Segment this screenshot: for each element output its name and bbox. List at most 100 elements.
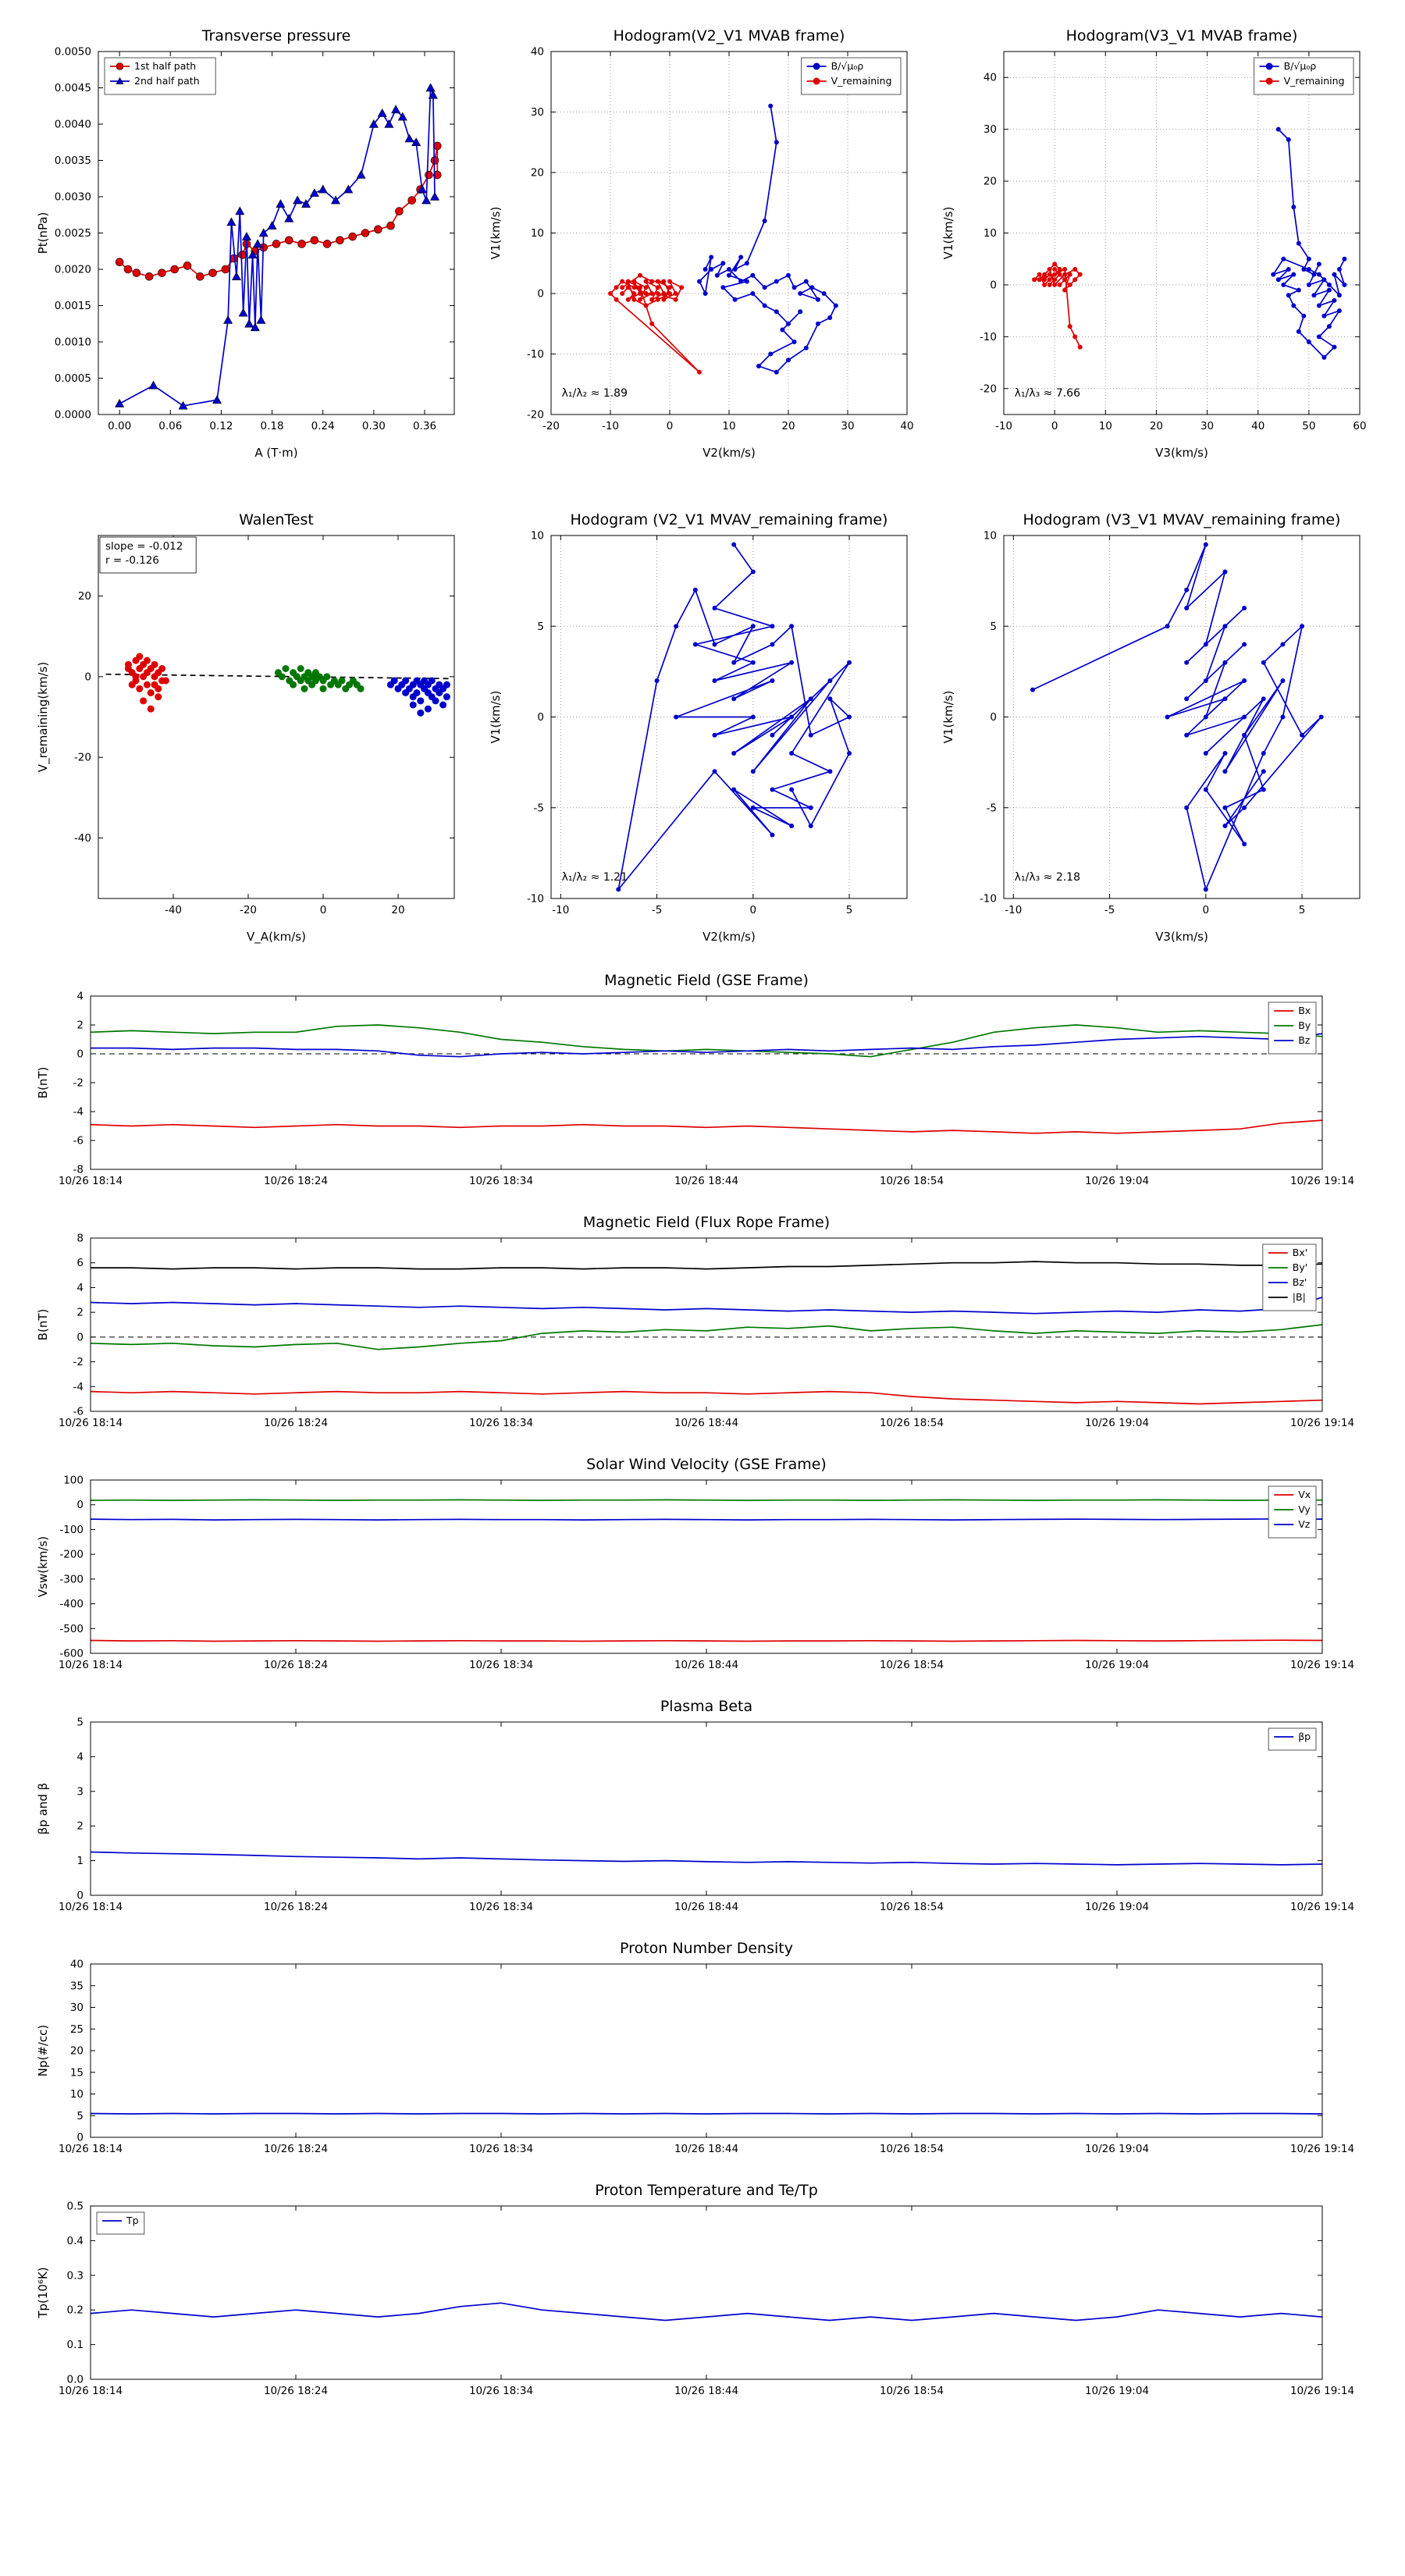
svg-text:10/26 18:54: 10/26 18:54: [880, 2143, 944, 2155]
svg-text:10/26 18:34: 10/26 18:34: [469, 2143, 533, 2155]
svg-text:0.0005: 0.0005: [55, 372, 91, 385]
svg-text:-10: -10: [1005, 904, 1022, 916]
svg-text:10/26 18:54: 10/26 18:54: [880, 1175, 944, 1187]
svg-text:10: 10: [1099, 420, 1112, 432]
svg-text:1: 1: [76, 1855, 84, 1867]
svg-text:60: 60: [1353, 420, 1366, 432]
svg-text:10/26 18:14: 10/26 18:14: [59, 1659, 123, 1671]
svg-text:10: 10: [531, 227, 544, 240]
svg-text:10/26 18:44: 10/26 18:44: [674, 1901, 738, 1913]
svg-text:βp: βp: [1298, 1731, 1311, 1742]
svg-text:0.0020: 0.0020: [55, 264, 91, 276]
svg-text:-10: -10: [602, 420, 619, 432]
svg-text:-10: -10: [527, 348, 544, 361]
svg-text:4: 4: [76, 1751, 84, 1763]
chart-transverse-pressure: 0.00 0.06 0.12 0.18 0.24 0.30 0.36 0.0000 0.0005…: [31, 16, 468, 464]
svg-text:2: 2: [76, 1019, 84, 1032]
svg-text:10/26 19:04: 10/26 19:04: [1085, 2143, 1149, 2155]
svg-text:10: 10: [531, 530, 544, 543]
svg-text:5: 5: [1299, 904, 1306, 916]
svg-text:5: 5: [537, 621, 544, 633]
svg-text:V2(km/s): V2(km/s): [702, 930, 756, 944]
svg-text:Transverse pressure: Transverse pressure: [201, 27, 351, 44]
svg-text:0.4: 0.4: [67, 2235, 84, 2247]
svg-text:V1(km/s): V1(km/s): [941, 207, 955, 260]
chart-magnetic-field-flux-rope: 10/26 18:14 10/26 18:24 10/26 18:34 10/26 1…: [31, 1210, 1374, 1444]
svg-text:-4: -4: [73, 1381, 84, 1393]
svg-text:0: 0: [76, 1048, 84, 1061]
chart-hodogram-v3v1-mvab: -10 0 10 20 30 40 50 60 -20 -10 0 10 20 30 40 Hodogram(…: [937, 16, 1374, 464]
svg-text:0: 0: [1051, 420, 1058, 432]
svg-text:-2: -2: [73, 1077, 84, 1090]
chart-walen-test: -40 -20 0 20 -40 -20 0 20 WalenTest V_A(km/s) V_re…: [31, 500, 468, 948]
svg-text:1st half path: 1st half path: [134, 60, 196, 72]
svg-text:4: 4: [76, 1282, 84, 1294]
svg-text:0: 0: [76, 1331, 84, 1343]
svg-text:0: 0: [537, 288, 544, 301]
svg-text:0.36: 0.36: [413, 420, 436, 432]
svg-text:-5: -5: [652, 904, 662, 916]
svg-text:Magnetic Field (GSE Frame): Magnetic Field (GSE Frame): [604, 972, 809, 989]
svg-text:By': By': [1293, 1261, 1307, 1273]
svg-text:10: 10: [984, 227, 997, 240]
svg-text:10: 10: [984, 530, 997, 543]
svg-text:0.0010: 0.0010: [55, 336, 91, 349]
chart-proton-number-density: 10/26 18:14 10/26 18:24 10/26 18:34 10/26 1…: [31, 1936, 1374, 2170]
svg-text:10/26 18:34: 10/26 18:34: [469, 2385, 533, 2397]
svg-text:0: 0: [1203, 904, 1210, 916]
svg-text:0.0035: 0.0035: [55, 155, 91, 167]
svg-text:V3(km/s): V3(km/s): [1155, 930, 1208, 944]
svg-text:By: By: [1298, 1019, 1311, 1031]
svg-text:slope = -0.012: slope = -0.012: [105, 540, 183, 553]
svg-text:-5: -5: [534, 802, 544, 814]
svg-text:25: 25: [70, 2023, 84, 2036]
svg-text:-20: -20: [542, 420, 560, 432]
svg-text:10/26 19:04: 10/26 19:04: [1085, 1417, 1149, 1429]
svg-text:V2(km/s): V2(km/s): [702, 446, 756, 460]
svg-text:10/26 18:24: 10/26 18:24: [264, 2143, 328, 2155]
svg-text:Vx: Vx: [1298, 1489, 1311, 1500]
svg-text:0.12: 0.12: [209, 420, 233, 432]
chart-magnetic-field-gse: 10/26 18:14 10/26 18:24 10/26 18:34 10/26 1…: [31, 968, 1374, 1202]
chart-plasma-beta: 10/26 18:14 10/26 18:24 10/26 18:34 10/26 1…: [31, 1694, 1374, 1928]
svg-text:V1(km/s): V1(km/s): [941, 691, 955, 744]
svg-text:10/26 18:14: 10/26 18:14: [59, 2143, 123, 2155]
svg-text:0.5: 0.5: [67, 2201, 84, 2213]
svg-text:10/26 19:14: 10/26 19:14: [1290, 1659, 1354, 1671]
svg-text:-20: -20: [74, 752, 91, 764]
svg-text:V_A(km/s): V_A(km/s): [247, 930, 306, 945]
svg-text:0.18: 0.18: [261, 420, 284, 432]
svg-text:10/26 19:04: 10/26 19:04: [1085, 2385, 1149, 2397]
svg-text:2: 2: [76, 1307, 84, 1319]
svg-text:-20: -20: [980, 382, 997, 395]
svg-text:10/26 18:34: 10/26 18:34: [469, 1901, 533, 1913]
svg-text:V_remaining(km/s): V_remaining(km/s): [36, 662, 51, 772]
svg-text:V_remaining: V_remaining: [831, 75, 892, 87]
chart-hodogram-v2v1-mvav: -10 -5 0 5 -10 -5 0 5 10 Hodogram (V2_V1 MVAV_rem…: [484, 500, 921, 948]
svg-text:Tp: Tp: [126, 2215, 139, 2226]
svg-text:0.0015: 0.0015: [55, 300, 91, 312]
svg-text:10/26 18:44: 10/26 18:44: [674, 2143, 738, 2155]
svg-text:5: 5: [990, 621, 997, 633]
svg-text:0.1: 0.1: [67, 2339, 84, 2351]
svg-text:20: 20: [531, 167, 544, 180]
svg-text:10/26 18:44: 10/26 18:44: [674, 2385, 738, 2397]
svg-text:10/26 18:44: 10/26 18:44: [674, 1417, 738, 1429]
svg-text:Pt(nPa): Pt(nPa): [36, 212, 50, 254]
svg-text:10/26 19:04: 10/26 19:04: [1085, 1659, 1149, 1671]
svg-text:0: 0: [667, 420, 674, 432]
svg-text:20: 20: [984, 176, 997, 188]
svg-text:0.0040: 0.0040: [55, 119, 91, 131]
svg-text:0.0045: 0.0045: [55, 82, 91, 94]
svg-text:-6: -6: [73, 1135, 84, 1147]
svg-text:10/26 18:24: 10/26 18:24: [264, 1659, 328, 1671]
svg-text:3: 3: [76, 1785, 84, 1798]
svg-text:10/26 18:24: 10/26 18:24: [264, 2385, 328, 2397]
svg-text:30: 30: [70, 2001, 84, 2014]
svg-text:-200: -200: [59, 1549, 84, 1561]
svg-text:-10: -10: [552, 904, 569, 916]
chart-proton-temperature: 10/26 18:14 10/26 18:24 10/26 18:34 10/26 1…: [31, 2178, 1374, 2412]
svg-text:2nd half path: 2nd half path: [134, 75, 200, 87]
svg-text:20: 20: [1150, 420, 1163, 432]
